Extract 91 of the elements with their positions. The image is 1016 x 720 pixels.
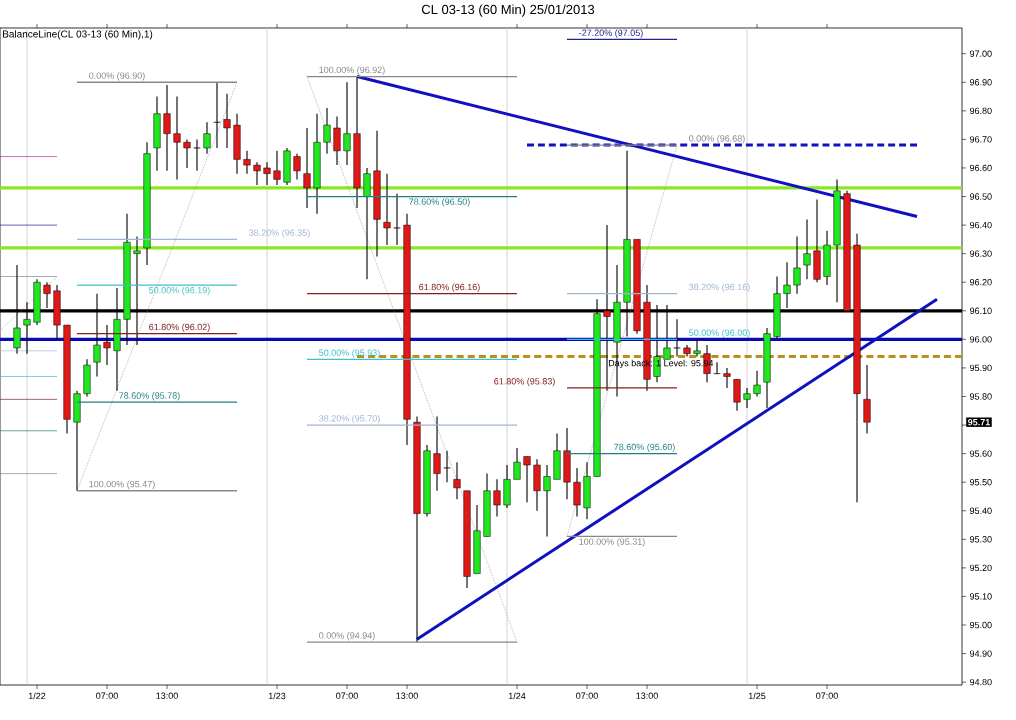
candlestick bbox=[343, 81, 351, 166]
candlestick bbox=[223, 93, 231, 149]
candlestick bbox=[573, 467, 581, 518]
y-tick-label: 96.00 bbox=[969, 336, 992, 343]
series-label: 78.60% (95.78) bbox=[119, 392, 180, 401]
candlestick bbox=[673, 318, 681, 358]
y-tick-label: 94.90 bbox=[969, 650, 992, 657]
series-label: 38.20% (95.70) bbox=[319, 414, 380, 424]
y-tick-label: 96.30 bbox=[969, 250, 992, 257]
series-label: 38.20% (96.35) bbox=[249, 229, 310, 238]
text: 95.71 bbox=[968, 419, 990, 426]
y-tick-label: 96.50 bbox=[969, 193, 992, 200]
x-tick-label: 13:00 bbox=[396, 692, 418, 699]
candlestick bbox=[263, 161, 271, 186]
x-tick-label: 1/23 bbox=[268, 692, 286, 700]
y-tick-label: 96.20 bbox=[969, 279, 992, 286]
annotation: BalanceLine(CL 03-13 (60 Min),1) bbox=[3, 30, 153, 40]
y-tick-label: 95.30 bbox=[969, 536, 992, 543]
y-tick-label: 95.80 bbox=[969, 393, 992, 400]
series-label: 0.00% (94.94) bbox=[319, 632, 375, 641]
candlestick bbox=[393, 193, 401, 246]
candlestick bbox=[163, 84, 171, 172]
candlestick bbox=[733, 378, 741, 412]
series-label: 100.00% (96.92) bbox=[319, 66, 385, 75]
candlestick bbox=[253, 161, 261, 186]
y-tick-label: 96.90 bbox=[969, 79, 992, 86]
candlestick bbox=[293, 153, 301, 180]
candlestick bbox=[273, 150, 281, 186]
series-label: 50.00% (95.93) bbox=[319, 349, 380, 358]
series-label: 100.00% (95.31) bbox=[579, 538, 645, 547]
candlestick bbox=[103, 324, 111, 366]
x-tick-label: 1/25 bbox=[748, 692, 766, 700]
candlestick bbox=[243, 150, 251, 175]
candlestick bbox=[193, 138, 201, 172]
candlestick bbox=[723, 367, 731, 389]
candlestick bbox=[753, 370, 761, 398]
x-tick-label: 07:00 bbox=[336, 692, 358, 699]
series-label: 38.20% (96.16) bbox=[689, 283, 750, 292]
series-label: -27.20% (97.05) bbox=[579, 29, 643, 38]
candlestick bbox=[383, 173, 391, 246]
series-label: 0.00% (96.90) bbox=[89, 72, 145, 81]
candlestick bbox=[513, 447, 521, 480]
candlestick bbox=[363, 167, 371, 280]
x-tick-label: 07:00 bbox=[816, 692, 838, 699]
candlestick bbox=[203, 121, 211, 155]
x-tick-label: 07:00 bbox=[576, 692, 598, 699]
series-label: 100.00% (95.47) bbox=[89, 480, 155, 490]
y-tick-label: 96.60 bbox=[969, 164, 992, 172]
y-tick-label: 96.40 bbox=[969, 221, 992, 229]
y-tick-label: 97.00 bbox=[969, 50, 992, 57]
x-tick-label: 07:00 bbox=[96, 692, 118, 699]
candlestick bbox=[743, 387, 751, 409]
candlestick bbox=[323, 107, 331, 155]
series-label: 61.80% (95.83) bbox=[494, 377, 555, 387]
series-label: 50.00% (96.00) bbox=[689, 329, 750, 338]
candlestick bbox=[793, 235, 801, 295]
candlestick bbox=[543, 464, 551, 538]
candlestick bbox=[863, 364, 871, 435]
candlestick bbox=[333, 115, 341, 166]
x-tick-label: 13:00 bbox=[636, 692, 658, 699]
y-tick-label: 95.40 bbox=[969, 507, 992, 514]
candlestick bbox=[303, 127, 311, 209]
candlestick bbox=[493, 478, 501, 518]
x-tick-label: 1/22 bbox=[28, 692, 46, 700]
series-label: 78.60% (96.50) bbox=[409, 198, 470, 207]
candlestick bbox=[453, 461, 461, 500]
series-label: 78.60% (95.60) bbox=[614, 443, 675, 452]
x-tick-label: 1/24 bbox=[508, 692, 526, 700]
y-tick-label: 96.10 bbox=[969, 307, 992, 314]
y-tick-label: 96.70 bbox=[969, 136, 992, 143]
y-tick-label: 95.60 bbox=[969, 450, 992, 457]
candlestick bbox=[803, 218, 811, 280]
candlestick bbox=[183, 138, 191, 169]
series-label: 61.80% (96.16) bbox=[419, 283, 480, 292]
y-tick-label: 95.00 bbox=[969, 621, 992, 629]
y-tick-label: 95.10 bbox=[969, 593, 992, 600]
candlestick bbox=[433, 415, 441, 492]
series-label: 0.00% (96.68) bbox=[689, 135, 745, 144]
chart-title: CL 03-13 (60 Min) 25/01/2013 bbox=[421, 4, 595, 17]
series-label: 50.00% (96.19) bbox=[149, 286, 210, 296]
candlestick bbox=[443, 450, 451, 483]
y-tick-label: 96.80 bbox=[969, 107, 992, 115]
candlestick bbox=[523, 455, 531, 503]
candlestick bbox=[173, 96, 181, 180]
series-label: 61.80% (96.02) bbox=[149, 323, 210, 332]
y-tick-label: 95.20 bbox=[969, 564, 992, 572]
x-tick-label: 13:00 bbox=[156, 692, 178, 699]
candlestick bbox=[693, 338, 701, 358]
y-tick-label: 95.50 bbox=[969, 478, 992, 486]
y-tick-label: 94.80 bbox=[969, 678, 992, 686]
y-tick-label: 95.90 bbox=[969, 364, 992, 372]
